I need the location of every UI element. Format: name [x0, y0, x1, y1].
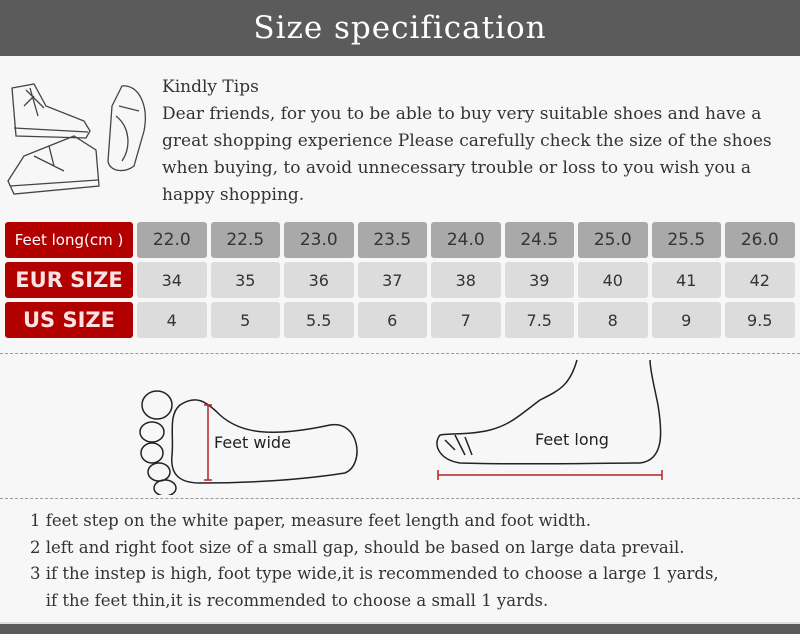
size-cell: 24.5 — [504, 222, 574, 258]
size-cell: 5.5 — [284, 302, 354, 338]
tips-body: Dear friends, for you to be able to buy … — [162, 104, 772, 205]
size-cell: 37 — [357, 262, 427, 298]
tips-title: Kindly Tips — [162, 77, 259, 97]
size-cell: 7.5 — [504, 302, 574, 338]
foot-side-view-icon — [436, 359, 663, 480]
measurement-notes: 1 feet step on the white paper, measure … — [30, 508, 719, 614]
size-cell: 8 — [578, 302, 648, 338]
size-cell: 23.0 — [284, 222, 354, 258]
size-cell: 22.0 — [137, 222, 207, 258]
size-cell: 26.0 — [725, 222, 795, 258]
divider — [0, 498, 800, 499]
size-cell: 36 — [284, 262, 354, 298]
note-item: if the feet thin,it is recommended to ch… — [30, 590, 549, 610]
size-cell: 9 — [651, 302, 721, 338]
foot-top-view-icon — [139, 390, 358, 495]
feet-wide-label: Feet wide — [214, 433, 291, 452]
size-cell: 5 — [210, 302, 280, 338]
table-row-eur-size: EUR SIZE 34 35 36 37 38 39 40 41 42 — [5, 262, 795, 298]
size-cell: 34 — [137, 262, 207, 298]
divider — [0, 353, 800, 354]
size-cell: 7 — [431, 302, 501, 338]
note-item: 3 if the instep is high, foot type wide,… — [30, 564, 719, 583]
size-cell: 9.5 — [725, 302, 795, 338]
size-cell: 41 — [651, 262, 721, 298]
size-cell: 4 — [137, 302, 207, 338]
size-cell: 35 — [210, 262, 280, 298]
row-label: Feet long(cm ) — [5, 222, 133, 258]
size-cell: 22.5 — [210, 222, 280, 258]
note-item: 1 feet step on the white paper, measure … — [30, 511, 592, 530]
footer-bar — [0, 622, 800, 634]
size-cell: 38 — [431, 262, 501, 298]
foot-diagram — [139, 359, 663, 495]
size-cell: 25.5 — [651, 222, 721, 258]
sneakers-illustration — [7, 83, 146, 195]
size-cell: 39 — [504, 262, 574, 298]
page-title: Size specification — [0, 0, 800, 56]
row-label: US SIZE — [5, 302, 133, 338]
size-cell: 42 — [725, 262, 795, 298]
table-row-us-size: US SIZE 4 5 5.5 6 7 7.5 8 9 9.5 — [5, 302, 795, 338]
row-label: EUR SIZE — [5, 262, 133, 298]
table-row-feet-long: Feet long(cm ) 22.0 22.5 23.0 23.5 24.0 … — [5, 222, 795, 258]
size-cell: 25.0 — [578, 222, 648, 258]
size-cell: 6 — [357, 302, 427, 338]
size-cell: 24.0 — [431, 222, 501, 258]
note-item: 2 left and right foot size of a small ga… — [30, 537, 685, 557]
size-cell: 40 — [578, 262, 648, 298]
size-cell: 23.5 — [357, 222, 427, 258]
feet-long-label: Feet long — [535, 430, 609, 449]
